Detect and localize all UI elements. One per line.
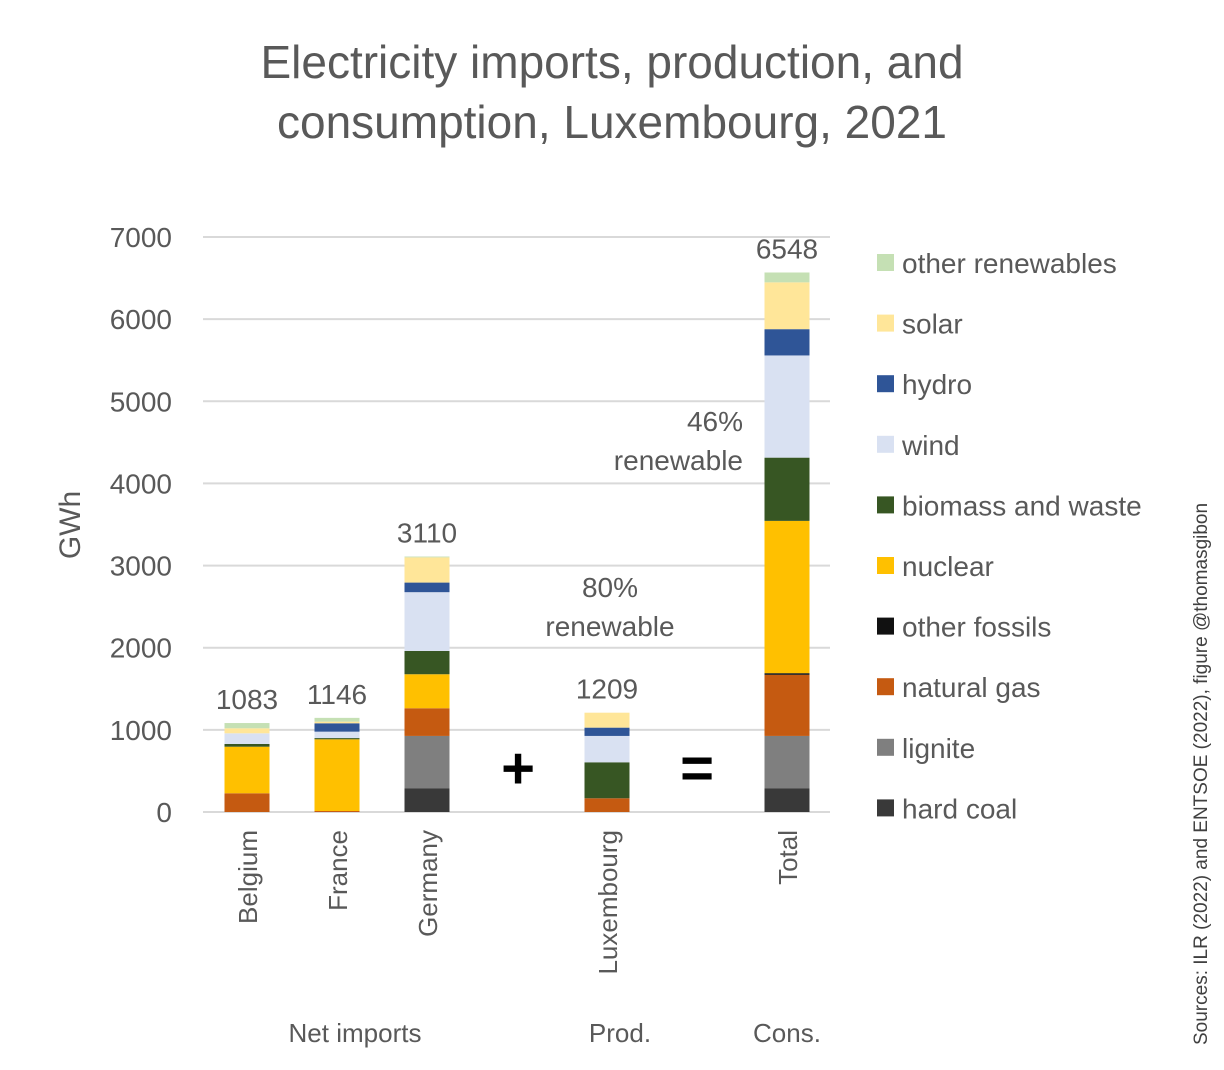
y-tick-label: 1000: [110, 715, 172, 746]
bar-segment-france-nuclear: [314, 739, 360, 812]
legend-label-biomass-and-waste: biomass and waste: [902, 490, 1142, 521]
bar-segment-luxembourg-solar: [584, 712, 630, 728]
group-label-prod: Prod.: [589, 1018, 651, 1048]
legend-swatch-natural-gas: [877, 678, 894, 696]
bar-segment-belgium-solar: [224, 728, 270, 734]
bar-segment-total-lignite: [764, 735, 810, 789]
total-label-germany: 3110: [397, 518, 457, 549]
legend-label-hard-coal: hard coal: [902, 793, 1017, 824]
legend-label-natural-gas: natural gas: [902, 672, 1041, 703]
legend-label-other-fossils: other fossils: [902, 612, 1051, 643]
y-tick-label: 5000: [110, 386, 172, 417]
legend-swatch-other-renewables: [877, 254, 894, 271]
bar-segment-luxembourg-wind: [584, 735, 630, 763]
legend-swatch-biomass-and-waste: [877, 496, 894, 514]
legend-swatch-nuclear: [877, 557, 894, 574]
group-label-cons: Cons.: [753, 1018, 821, 1048]
bar-segment-belgium-wind: [224, 733, 270, 744]
legend-label-wind: wind: [901, 430, 960, 461]
x-tick-label-total: Total: [773, 830, 803, 885]
legend-swatch-lignite: [877, 738, 894, 756]
total-label-luxembourg: 1209: [576, 674, 638, 705]
bar-segment-total-biomass-and-waste: [764, 457, 810, 521]
bar-segment-luxembourg-hydro: [584, 727, 630, 736]
legend-swatch-wind: [877, 435, 894, 453]
source-credit: Sources: ILR (2022) and ENTSOE (2022), f…: [1191, 503, 1212, 1045]
chart-title-line-2: consumption, Luxembourg, 2021: [277, 96, 947, 148]
bar-segment-france-solar: [314, 721, 360, 724]
bar-segment-germany-hydro: [404, 582, 450, 593]
x-tick-label-germany: Germany: [413, 830, 443, 937]
y-tick-label: 7000: [110, 222, 172, 253]
y-tick-label: 4000: [110, 468, 172, 499]
bar-segment-germany-natural-gas: [404, 708, 450, 736]
bar-segment-total-nuclear: [764, 520, 810, 674]
x-tick-label-france: France: [323, 830, 353, 911]
bar-segment-germany-lignite: [404, 735, 450, 789]
bar-segment-belgium-natural-gas: [224, 793, 270, 812]
y-axis-label: GWh: [54, 491, 87, 559]
bar-segment-belgium-other-renewables: [224, 723, 270, 729]
legend-label-lignite: lignite: [902, 733, 975, 764]
bar-segment-france-biomass-and-waste: [314, 738, 360, 740]
y-tick-label: 0: [156, 797, 172, 828]
y-tick-label: 3000: [110, 551, 172, 582]
total-label-belgium: 1083: [216, 684, 278, 715]
x-tick-label-luxembourg: Luxembourg: [593, 830, 623, 975]
total-label-france: 1146: [307, 679, 367, 710]
bar-segment-luxembourg-natural-gas: [584, 798, 630, 812]
y-tick-label: 6000: [110, 304, 172, 335]
annotation-total-renewable: renewable: [614, 445, 743, 476]
bar-segment-france-other-renewables: [314, 717, 360, 722]
legend-swatch-other-fossils: [877, 617, 894, 635]
legend-swatch-hard-coal: [877, 799, 894, 817]
legend-label-hydro: hydro: [902, 369, 972, 400]
y-tick-label: 2000: [110, 633, 172, 664]
legend-label-nuclear: nuclear: [902, 551, 994, 582]
bar-segment-belgium-biomass-and-waste: [224, 743, 270, 747]
equals-operator: =: [680, 736, 714, 801]
bar-segment-belgium-nuclear: [224, 746, 270, 794]
bar-segment-germany-wind: [404, 592, 450, 651]
group-label-net-imports: Net imports: [289, 1018, 422, 1048]
bar-segment-total-other-fossils: [764, 673, 810, 675]
bar-segment-france-wind: [314, 731, 360, 739]
total-label-total: 6548: [756, 233, 818, 264]
bar-segment-total-natural-gas: [764, 674, 810, 736]
bar-segment-germany-hard-coal: [404, 788, 450, 812]
plus-operator: +: [501, 736, 535, 801]
bar-segment-total-solar: [764, 282, 810, 330]
bar-segment-germany-biomass-and-waste: [404, 650, 450, 675]
annotation-total-pct: 46%: [687, 406, 743, 437]
bar-segment-germany-nuclear: [404, 674, 450, 709]
chart-title-line-1: Electricity imports, production, and: [260, 36, 963, 88]
x-tick-label-belgium: Belgium: [233, 830, 263, 924]
annotation-lux-renewable: renewable: [545, 611, 674, 642]
bar-segment-total-other-renewables: [764, 272, 810, 283]
legend-label-other-renewables: other renewables: [902, 248, 1117, 279]
bar-segment-france-natural-gas: [314, 811, 360, 812]
legend-swatch-solar: [877, 314, 894, 332]
annotation-lux-pct: 80%: [582, 572, 638, 603]
bar-segment-germany-other-renewables: [404, 556, 450, 558]
bar-segment-germany-solar: [404, 557, 450, 583]
bar-segment-france-hydro: [314, 723, 360, 732]
legend-swatch-hydro: [877, 375, 894, 393]
bar-segment-total-wind: [764, 355, 810, 458]
bar-segment-luxembourg-biomass-and-waste: [584, 762, 630, 799]
legend-label-solar: solar: [902, 309, 963, 340]
bar-segment-total-hard-coal: [764, 788, 810, 812]
bar-segment-total-hydro: [764, 329, 810, 356]
